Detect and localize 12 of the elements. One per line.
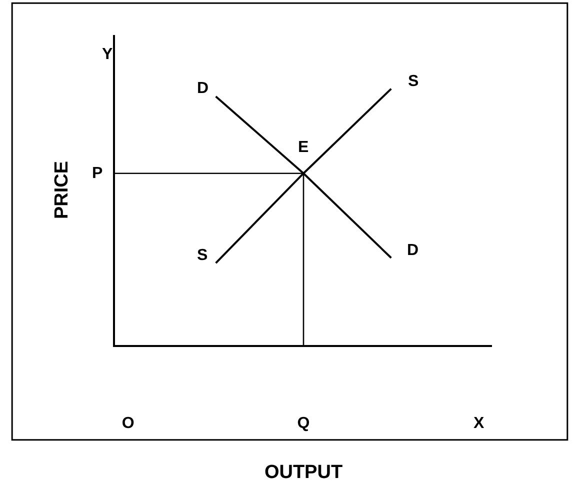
x-tick-label: O xyxy=(122,414,134,432)
series-label: S xyxy=(197,247,208,264)
ref-line-label: P xyxy=(92,165,103,182)
annotation: E xyxy=(298,139,309,156)
text: Y xyxy=(102,46,113,63)
x-tick-label: X xyxy=(474,414,485,432)
x-axis-title: OUTPUT xyxy=(264,462,343,483)
series-label: D xyxy=(197,80,209,97)
y-axis-title: PRICE xyxy=(52,160,73,220)
text: D xyxy=(407,242,419,259)
x-tick-label: Q xyxy=(297,414,310,432)
text: S xyxy=(408,73,419,90)
